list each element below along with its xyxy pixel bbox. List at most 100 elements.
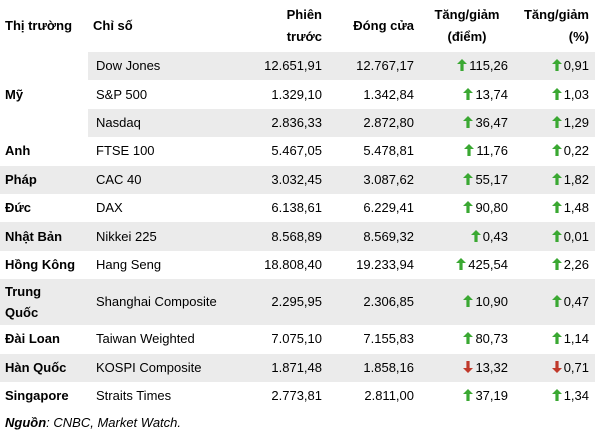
index-name-cell: FTSE 100 (96, 143, 155, 159)
arrow-up-icon (463, 172, 474, 185)
index-name-cell: Hang Seng (96, 256, 162, 272)
change-points-value: 425,54 (468, 256, 508, 272)
country-cell: Đức (5, 200, 32, 216)
previous-value-cell: 5.467,05 (271, 143, 322, 159)
country-cell: Pháp (0, 165, 88, 194)
previous-value-cell: 12.651,91 (248, 52, 328, 81)
change-points-value: 80,73 (475, 331, 508, 347)
change-points-cell: 36,47 (420, 108, 514, 138)
arrow-up-icon (463, 201, 474, 214)
change-percent-cell: 0,22 (514, 137, 595, 165)
change-points-value: 0,43 (482, 228, 508, 244)
change-percent-cell: 1,34 (514, 382, 595, 410)
change-points-cell: 37,19 (420, 382, 514, 410)
country-cell: Mỹ (0, 52, 88, 138)
table-row: Nasdaq 2.836,33 2.872,80 36,47 1,29 (0, 108, 595, 138)
change-percent-cell: 2,26 (514, 251, 595, 279)
table-row: Hàn Quốc KOSPI Composite 1.871,48 1.858,16 1… (0, 353, 595, 382)
previous-value-cell: 3.032,45 (248, 165, 328, 194)
previous-value-cell: 18.808,40 (264, 256, 322, 272)
index-name-cell: Nikkei 225 (88, 222, 248, 251)
change-percent-cell: 0,71 (514, 353, 595, 382)
change-points-cell: 13,32 (420, 353, 514, 382)
arrow-up-icon (551, 295, 562, 308)
header-previous-line1: Phiên (286, 7, 322, 22)
previous-value-cell: 7.075,10 (271, 331, 322, 347)
arrow-up-icon (456, 257, 467, 270)
header-change-points: Tăng/giảm (điểm) (420, 0, 514, 52)
index-name-cell: Straits Times (96, 388, 172, 404)
change-percent-cell: 1,03 (514, 80, 595, 108)
change-percent-cell: 1,48 (514, 194, 595, 222)
change-percent-cell: 1,14 (514, 325, 595, 353)
close-value-cell: 12.767,17 (328, 52, 420, 81)
index-name-cell: DAX (96, 200, 123, 216)
change-percent-value: 0,91 (563, 58, 589, 74)
country-cell: Trung Quốc (0, 279, 88, 326)
arrow-up-icon (463, 115, 474, 128)
index-name-cell: Shanghai Composite (88, 279, 248, 326)
table-row: Đức DAX 6.138,61 6.229,41 90,80 1,48 (0, 194, 595, 222)
source-label: Nguồn (5, 415, 47, 431)
arrow-up-icon (551, 59, 562, 72)
change-percent-value: 1,34 (563, 388, 589, 404)
header-change-percent-line1: Tăng/giảm (523, 7, 589, 22)
arrow-up-icon (463, 87, 474, 100)
previous-value-cell: 1.871,48 (248, 353, 328, 382)
country-cell: Anh (5, 143, 31, 159)
close-value-cell: 6.229,41 (363, 200, 414, 216)
close-value-cell: 2.872,80 (328, 108, 420, 138)
country-cell: Hồng Kông (5, 256, 76, 272)
table-row: Pháp CAC 40 3.032,45 3.087,62 55,17 1,82 (0, 165, 595, 194)
index-name-cell: Nasdaq (88, 108, 248, 138)
close-value-cell: 3.087,62 (328, 165, 420, 194)
change-percent-value: 0,47 (563, 294, 589, 310)
country-line2: Quốc (5, 305, 39, 321)
previous-value-cell: 1.329,10 (271, 86, 322, 102)
arrow-down-icon (463, 360, 474, 373)
country-cell: Nhật Bản (0, 222, 88, 251)
change-points-value: 37,19 (475, 388, 508, 404)
table-row: Mỹ Dow Jones 12.651,91 12.767,17 115,26 0,91 (0, 52, 595, 138)
close-value-cell: 1.858,16 (328, 353, 420, 382)
change-percent-value: 0,01 (563, 228, 589, 244)
previous-value-cell: 2.836,33 (248, 108, 328, 138)
country-cell: Đài Loan (5, 331, 60, 347)
change-points-cell: 10,90 (420, 279, 514, 326)
change-points-cell: 80,73 (420, 325, 514, 353)
arrow-up-icon (464, 144, 475, 157)
change-percent-cell: 0,47 (514, 279, 595, 326)
previous-value-cell: 2.773,81 (271, 388, 322, 404)
change-points-cell: 115,26 (420, 52, 514, 81)
previous-value-cell: 8.568,89 (248, 222, 328, 251)
change-points-value: 90,80 (475, 200, 508, 216)
change-percent-value: 1,03 (563, 86, 589, 102)
header-index: Chỉ số (93, 18, 133, 33)
header-close: Đóng cửa (353, 18, 414, 33)
header-change-points-line2: (điểm) (447, 29, 487, 44)
change-points-value: 55,17 (475, 171, 508, 187)
previous-value-cell: 6.138,61 (271, 200, 322, 216)
index-name-cell: Taiwan Weighted (96, 331, 195, 347)
header-market: Thị trường (5, 18, 73, 33)
header-previous-session: Phiên trước (248, 0, 328, 52)
change-percent-value: 1,82 (563, 171, 589, 187)
change-percent-value: 1,14 (563, 331, 589, 347)
close-value-cell: 1.342,84 (363, 86, 414, 102)
change-points-value: 13,74 (475, 86, 508, 102)
previous-value-cell: 2.295,95 (248, 279, 328, 326)
index-name-cell: CAC 40 (88, 165, 248, 194)
change-percent-cell: 1,29 (514, 108, 595, 138)
arrow-up-icon (551, 257, 562, 270)
arrow-up-icon (463, 295, 474, 308)
arrow-up-icon (463, 332, 474, 345)
change-points-value: 13,32 (475, 359, 508, 375)
change-percent-value: 0,71 (563, 359, 589, 375)
arrow-up-icon (551, 389, 562, 402)
arrow-up-icon (551, 332, 562, 345)
change-points-cell: 90,80 (420, 194, 514, 222)
change-points-cell: 11,76 (420, 137, 514, 165)
source-note: Nguồn: CNBC, Market Watch. (0, 410, 595, 430)
table-row: Hồng Kông Hang Seng 18.808,40 19.233,94 425,… (0, 251, 595, 279)
close-value-cell: 2.306,85 (328, 279, 420, 326)
